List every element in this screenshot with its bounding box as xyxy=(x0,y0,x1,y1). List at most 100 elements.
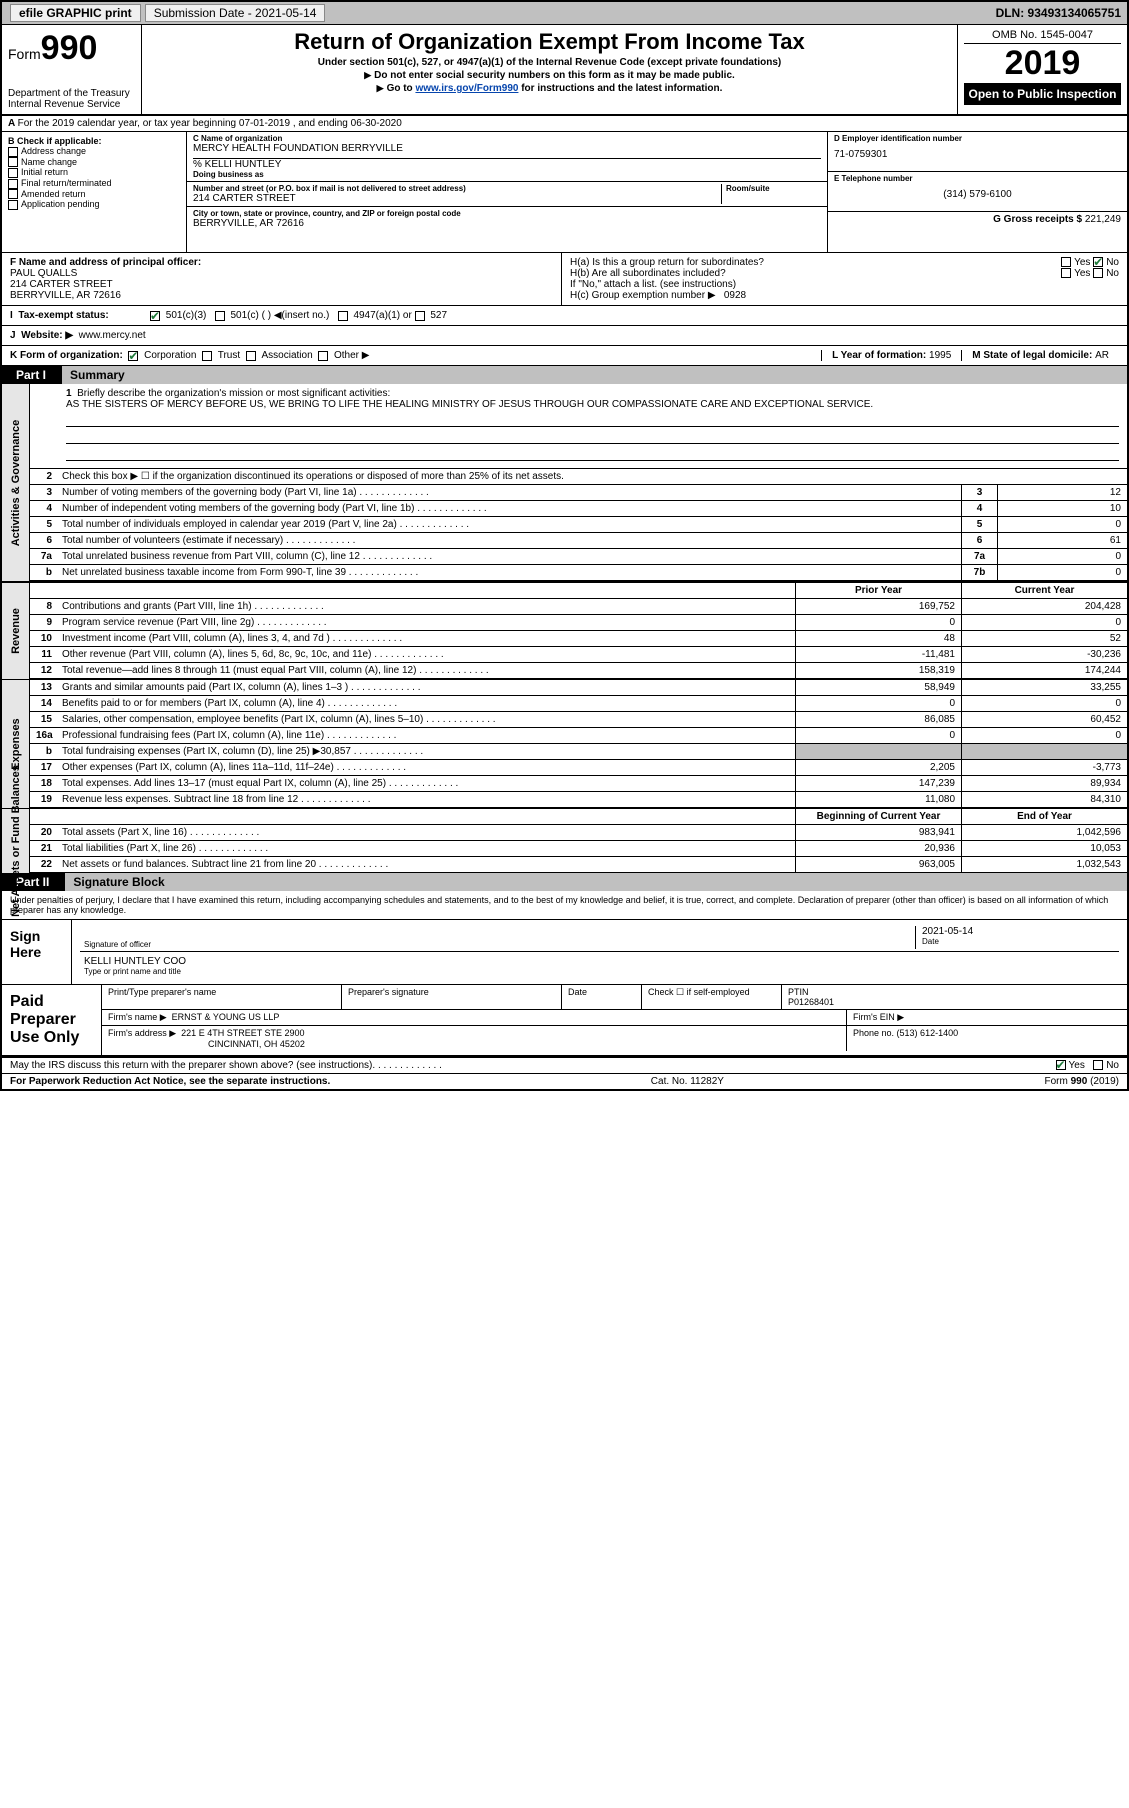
k-trust: Trust xyxy=(218,350,240,361)
sign-here-row: Sign Here Signature of officer 2021-05-1… xyxy=(2,920,1127,985)
cb-amended[interactable] xyxy=(8,189,18,199)
prior-year-val: 158,319 xyxy=(795,663,961,678)
officer-name: PAUL QUALLS xyxy=(10,268,553,279)
city: BERRYVILLE, AR 72616 xyxy=(193,218,821,229)
summary-row: 9 Program service revenue (Part VIII, li… xyxy=(30,615,1127,631)
discuss-no[interactable] xyxy=(1093,1060,1103,1070)
prior-year-val: 963,005 xyxy=(795,857,961,872)
cb-assoc[interactable] xyxy=(246,351,256,361)
prior-year-val: 48 xyxy=(795,631,961,646)
cb-501c3[interactable] xyxy=(150,311,160,321)
line-num: 10 xyxy=(30,631,58,646)
cb-501c[interactable] xyxy=(215,311,225,321)
k-corp: Corporation xyxy=(144,350,196,361)
ha-no[interactable] xyxy=(1093,257,1103,267)
summary-row: 21 Total liabilities (Part X, line 26) 2… xyxy=(30,841,1127,857)
mission-text: AS THE SISTERS OF MERCY BEFORE US, WE BR… xyxy=(66,399,1119,410)
date2-lbl: Date xyxy=(568,987,635,997)
org-name: MERCY HEALTH FOUNDATION BERRYVILLE xyxy=(193,143,821,154)
hb-no[interactable] xyxy=(1093,268,1103,278)
f-label: F Name and address of principal officer: xyxy=(10,257,553,268)
prior-year-val: 11,080 xyxy=(795,792,961,807)
cb-trust[interactable] xyxy=(202,351,212,361)
line-desc: Revenue less expenses. Subtract line 18 … xyxy=(58,792,795,807)
section-klm: K Form of organization: Corporation Trus… xyxy=(2,346,1127,366)
prep-phone: (513) 612-1400 xyxy=(897,1028,959,1038)
prior-year-val: 2,205 xyxy=(795,760,961,775)
prior-year-val: 983,941 xyxy=(795,825,961,840)
f-cell: F Name and address of principal officer:… xyxy=(2,253,562,305)
cb-final[interactable] xyxy=(8,179,18,189)
line-desc: Total assets (Part X, line 16) xyxy=(58,825,795,840)
current-year-val: 33,255 xyxy=(961,680,1127,695)
line-val: 0 xyxy=(997,565,1127,580)
goto-suffix: for instructions and the latest informat… xyxy=(518,83,722,94)
paid-preparer-block: Paid Preparer Use Only Print/Type prepar… xyxy=(2,985,1127,1057)
dba-label: Doing business as xyxy=(193,170,821,179)
line-desc: Benefits paid to or for members (Part IX… xyxy=(58,696,795,711)
street: 214 CARTER STREET xyxy=(193,193,721,204)
date-lbl: Date xyxy=(922,937,1115,946)
cb-corp[interactable] xyxy=(128,351,138,361)
line-desc: Total unrelated business revenue from Pa… xyxy=(58,549,961,564)
cb-4947[interactable] xyxy=(338,311,348,321)
b-label: B Check if applicable: xyxy=(8,136,180,146)
header-middle: Return of Organization Exempt From Incom… xyxy=(142,25,957,114)
page-footer: For Paperwork Reduction Act Notice, see … xyxy=(2,1073,1127,1089)
blank-line xyxy=(66,430,1119,444)
expenses-block: Expenses 13 Grants and similar amounts p… xyxy=(2,679,1127,808)
discuss-yes[interactable] xyxy=(1056,1060,1066,1070)
opt-initial: Initial return xyxy=(21,167,68,177)
e-label: E Telephone number xyxy=(834,174,1121,183)
line-desc: Number of voting members of the governin… xyxy=(58,485,961,500)
opt-501c3: 501(c)(3) xyxy=(166,310,207,321)
section-bcdeg: B Check if applicable: Address change Na… xyxy=(2,132,1127,253)
room-label: Room/suite xyxy=(726,184,821,193)
tax-year-row: A For the 2019 calendar year, or tax yea… xyxy=(2,116,1127,132)
summary-row: 4 Number of independent voting members o… xyxy=(30,501,1127,517)
hb-label: H(b) Are all subordinates included? xyxy=(570,268,1061,279)
form-title: Return of Organization Exempt From Incom… xyxy=(148,29,951,55)
line-box: 7a xyxy=(961,549,997,564)
line-num: 12 xyxy=(30,663,58,678)
firm-addr2: CINCINNATI, OH 45202 xyxy=(108,1039,840,1049)
city-label: City or town, state or province, country… xyxy=(193,209,821,218)
line-box: 3 xyxy=(961,485,997,500)
line-num: 14 xyxy=(30,696,58,711)
section-j: J Website: ▶ www.mercy.net xyxy=(2,326,1127,346)
summary-row: 20 Total assets (Part X, line 16) 983,94… xyxy=(30,825,1127,841)
header-left: Form990 Department of the Treasury Inter… xyxy=(2,25,142,114)
line-num: 18 xyxy=(30,776,58,791)
summary-row: 11 Other revenue (Part VIII, column (A),… xyxy=(30,647,1127,663)
line-val: 0 xyxy=(997,549,1127,564)
d-cell: D Employer identification number 71-0759… xyxy=(828,132,1127,172)
ptin-lbl: PTIN xyxy=(788,987,1121,997)
preparer-row-1: Print/Type preparer's name Preparer's si… xyxy=(102,985,1127,1010)
name-title: KELLI HUNTLEY COO xyxy=(84,956,186,967)
col-c: C Name of organization MERCY HEALTH FOUN… xyxy=(187,132,827,252)
discuss-text: May the IRS discuss this return with the… xyxy=(10,1060,372,1071)
form-word: Form xyxy=(8,46,41,62)
current-year-val: 0 xyxy=(961,696,1127,711)
m-val: AR xyxy=(1095,350,1109,361)
cb-app[interactable] xyxy=(8,200,18,210)
ha-label: H(a) Is this a group return for subordin… xyxy=(570,257,1061,268)
hc-label: H(c) Group exemption number ▶ xyxy=(570,290,716,301)
boy-hdr: Beginning of Current Year xyxy=(795,809,961,824)
check-self: Check ☐ if self-employed xyxy=(648,987,775,998)
current-year-val: 0 xyxy=(961,728,1127,743)
cb-name[interactable] xyxy=(8,157,18,167)
ha-yes[interactable] xyxy=(1061,257,1071,267)
line-num: 15 xyxy=(30,712,58,727)
irs-link[interactable]: www.irs.gov/Form990 xyxy=(415,83,518,94)
revenue-block: Revenue Prior Year Current Year 8 Contri… xyxy=(2,581,1127,679)
part1-title: Summary xyxy=(60,366,1127,384)
hb-yes[interactable] xyxy=(1061,268,1071,278)
firm-ein-lbl: Firm's EIN ▶ xyxy=(847,1010,1127,1025)
current-year-val: 84,310 xyxy=(961,792,1127,807)
prior-year-val: 0 xyxy=(795,728,961,743)
cb-initial[interactable] xyxy=(8,168,18,178)
cb-other[interactable] xyxy=(318,351,328,361)
cb-527[interactable] xyxy=(415,311,425,321)
cb-address[interactable] xyxy=(8,147,18,157)
